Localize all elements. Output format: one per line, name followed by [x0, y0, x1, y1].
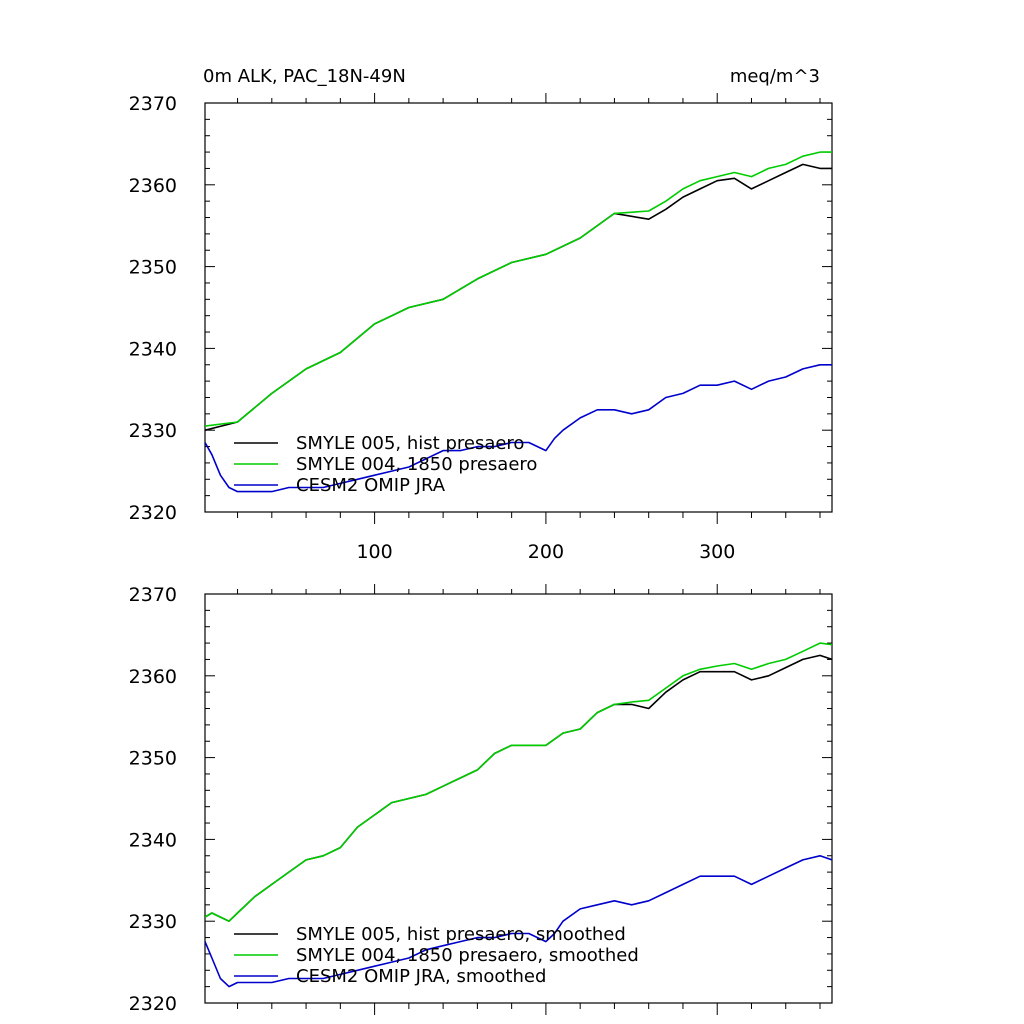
series-line	[205, 854, 832, 988]
series-line	[205, 363, 832, 493]
legend-label: SMYLE 005, hist presaero	[296, 433, 524, 454]
legend-label: SMYLE 004, 1850 presaero, smoothed	[296, 945, 639, 966]
y-tick-label: 2340	[129, 338, 177, 360]
series-line	[205, 642, 832, 923]
x-tick-label: 300	[699, 541, 735, 563]
y-tick-label: 2320	[129, 993, 177, 1015]
series-line	[205, 654, 832, 923]
y-tick-label: 2360	[129, 175, 177, 197]
plot-frame	[204, 593, 833, 1004]
top-panel: 2320 2330 2340 2350 2360 2370 100 200 300 SMYLE 0…	[129, 93, 833, 563]
x-tick-label: 200	[528, 541, 564, 563]
bottom-panel: 2320 2330 2340 2350 2360 2370 SMYLE 005, hist …	[129, 584, 833, 1015]
y-tick-label: 2330	[129, 911, 177, 933]
plot-frame	[204, 102, 833, 513]
y-tick-label: 2350	[129, 748, 177, 770]
y-tick-label: 2370	[129, 93, 177, 115]
x-tick-label: 100	[356, 541, 392, 563]
y-tick-label: 2320	[129, 502, 177, 524]
y-tick-label: 2360	[129, 666, 177, 688]
series-line	[205, 163, 832, 431]
legend-label: SMYLE 005, hist presaero, smoothed	[296, 924, 626, 945]
y-tick-label: 2330	[129, 420, 177, 442]
chart-title: 0m ALK, PAC_18N-49N	[203, 66, 406, 87]
legend-label: CESM2 OMIP JRA, smoothed	[296, 966, 546, 987]
y-tick-label: 2340	[129, 829, 177, 851]
units-label: meq/m^3	[730, 66, 820, 87]
legend-label: CESM2 OMIP JRA	[296, 475, 446, 496]
legend-label: SMYLE 004, 1850 presaero	[296, 454, 537, 475]
y-tick-label: 2370	[129, 584, 177, 606]
series-line	[205, 151, 832, 427]
y-tick-label: 2350	[129, 257, 177, 279]
